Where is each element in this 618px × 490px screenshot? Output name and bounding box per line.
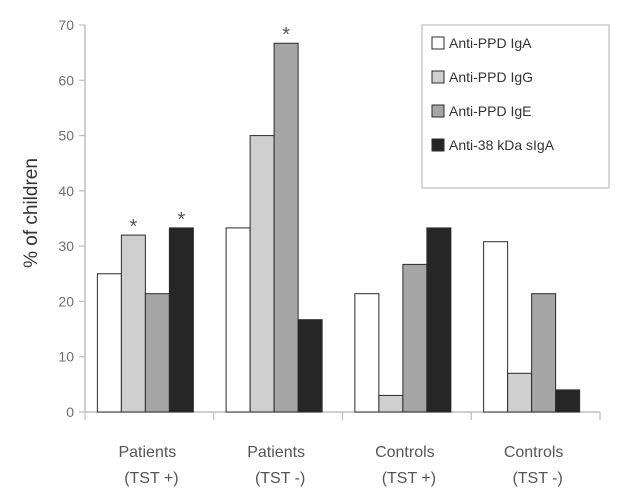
legend-label: Anti-PPD IgG	[449, 69, 533, 85]
legend-swatch	[431, 104, 445, 118]
x-category-sublabel: (TST +)	[124, 470, 178, 487]
legend-box	[421, 24, 610, 189]
y-tick-label: 0	[66, 404, 74, 420]
legend-label: Anti-PPD IgA	[449, 35, 532, 51]
legend-swatch	[431, 70, 445, 84]
y-tick-label: 10	[58, 349, 74, 365]
bar	[531, 293, 557, 413]
legend-label: Anti-38 kDa sIgA	[449, 137, 555, 153]
bar	[120, 234, 146, 413]
y-tick-label: 50	[58, 128, 74, 144]
y-axis-label: % of children	[21, 158, 42, 268]
x-category-label: Controls	[375, 444, 435, 461]
y-tick-label: 30	[58, 238, 74, 254]
bar	[297, 319, 323, 413]
asterisk-marker: *	[129, 216, 137, 238]
bar	[273, 42, 299, 413]
bar	[225, 227, 251, 413]
bar	[483, 241, 509, 413]
x-category-sublabel: (TST -)	[255, 470, 305, 487]
bar	[354, 293, 380, 413]
legend-swatch	[431, 36, 445, 50]
bar	[426, 227, 452, 413]
x-category-sublabel: (TST +)	[382, 470, 436, 487]
legend-label: Anti-PPD IgE	[449, 103, 531, 119]
bar	[378, 394, 404, 413]
asterisk-marker: *	[282, 24, 290, 46]
x-category-label: Patients	[118, 444, 176, 461]
x-category-label: Patients	[247, 444, 305, 461]
significance-markers: * * *	[129, 24, 290, 238]
bar	[555, 389, 581, 413]
bar	[144, 293, 170, 413]
bar	[168, 227, 194, 413]
x-category-label: Controls	[504, 444, 564, 461]
asterisk-marker: *	[177, 209, 185, 231]
y-tick-label: 70	[58, 17, 74, 33]
legend-swatch	[431, 138, 445, 152]
bars	[96, 42, 581, 413]
bar	[402, 263, 428, 413]
legend: Anti-PPD IgA Anti-PPD IgG Anti-PPD IgE Anti…	[421, 24, 610, 189]
y-tick-label: 20	[58, 293, 74, 309]
axes: 0 10 20 30 40 50 60 70 Patients (TST +) Patients (T…	[58, 17, 601, 487]
x-category-sublabel: (TST -)	[512, 470, 562, 487]
y-tick-label: 60	[58, 72, 74, 88]
y-tick-label: 40	[58, 183, 74, 199]
bar	[96, 273, 122, 413]
bar	[507, 372, 533, 413]
bar	[249, 135, 275, 413]
